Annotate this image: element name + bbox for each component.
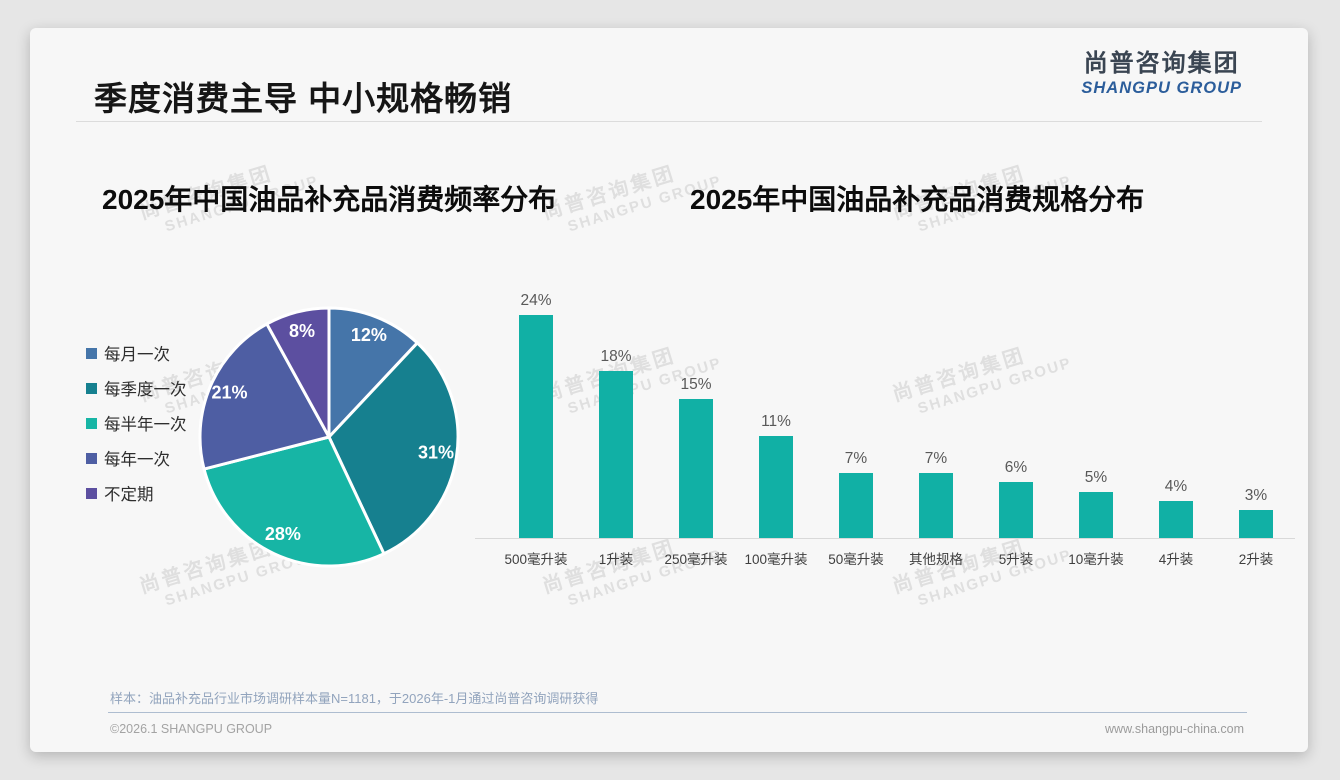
bar-value-label: 6%: [1004, 459, 1028, 477]
bar-category-label: 10毫升装: [1068, 552, 1124, 567]
pie-legend: 每月一次每季度一次每半年一次每年一次不定期: [86, 343, 187, 504]
company-logo-cn: 尚普咨询集团: [1083, 50, 1240, 77]
legend-item-1: 每月一次: [86, 343, 187, 364]
bar-value-label: 5%: [1084, 468, 1108, 486]
legend-swatch-icon: [86, 347, 97, 359]
bar-category-label: 1升装: [598, 552, 634, 567]
legend-label: 每年一次: [104, 451, 170, 469]
page-title: 季度消费主导 中小规格畅销: [94, 80, 513, 117]
bar-value-label: 3%: [1244, 487, 1268, 505]
bar-value-label: 7%: [924, 449, 948, 467]
bar-value-label: 24%: [520, 291, 552, 309]
pie-slice-label: 28%: [265, 524, 301, 544]
pie-slice-3: [202, 435, 386, 568]
pie-slice-5: [265, 306, 331, 439]
bar-8: [1079, 491, 1113, 538]
legend-label: 每月一次: [104, 346, 170, 364]
bar-value-label: 7%: [844, 449, 868, 467]
bar-category-label: 250毫升装: [664, 552, 728, 567]
bar-category-label: 500毫升装: [504, 552, 568, 567]
x-axis-line: [475, 538, 1295, 539]
legend-item-5: 不定期: [86, 483, 187, 504]
pie-slice-label: 12%: [351, 325, 387, 345]
bar-3: [679, 398, 713, 538]
bar-5: [839, 472, 873, 538]
legend-label: 每半年一次: [104, 416, 187, 434]
legend-label: 不定期: [104, 486, 154, 504]
legend-item-2: 每季度一次: [86, 378, 187, 399]
bar-6: [919, 472, 953, 538]
bar-value-label: 11%: [761, 412, 791, 430]
bar-9: [1159, 500, 1193, 538]
pie-chart-title: 2025年中国油品补充品消费频率分布: [102, 184, 557, 215]
pie-slice-2: [327, 341, 460, 556]
pie-slice-label: 31%: [418, 443, 454, 463]
bar-category-label: 100毫升装: [744, 552, 808, 567]
company-logo: 尚普咨询集团 SHANGPU GROUP: [1081, 50, 1242, 99]
bar-category-label: 其他规格: [909, 552, 963, 567]
bar-category-label: 50毫升装: [828, 552, 884, 567]
legend-item-3: 每半年一次: [86, 413, 187, 434]
bar-category-label: 5升装: [998, 552, 1034, 567]
company-logo-en: SHANGPU GROUP: [1081, 78, 1242, 97]
slide-card: 季度消费主导 中小规格畅销 尚普咨询集团 SHANGPU GROUP 2025年…: [30, 28, 1308, 752]
footer-divider: [108, 712, 1247, 713]
bar-chart-title: 2025年中国油品补充品消费规格分布: [690, 184, 1145, 215]
pie-slice-label: 21%: [212, 383, 248, 403]
pie-slice-label: 8%: [289, 321, 315, 341]
bar-category-label: 2升装: [1238, 552, 1274, 567]
legend-label: 每季度一次: [104, 381, 187, 399]
bar-7: [999, 482, 1033, 538]
bar-value-label: 18%: [600, 347, 632, 365]
bar-1: [519, 314, 553, 538]
pie-slice-4: [198, 322, 331, 471]
bar-chart: 24% 500毫升装 18% 1升装 15% 250毫升装 11% 100毫升装 7% 50毫升装…: [30, 28, 1308, 752]
legend-swatch-icon: [86, 417, 97, 429]
pie-chart: 12% 31% 28% 21% 8%: [198, 306, 460, 568]
bar-10: [1239, 510, 1273, 538]
sample-note: 样本：油品补充品行业市场调研样本量N=1181，于2026年-1月通过尚普咨询调…: [110, 691, 599, 706]
copyright-text: ©2026.1 SHANGPU GROUP: [110, 722, 273, 736]
website-link[interactable]: www.shangpu-china.com: [1105, 722, 1244, 736]
bar-4: [759, 435, 793, 538]
bar-value-label: 4%: [1164, 477, 1188, 495]
bar-value-label: 15%: [680, 375, 712, 393]
legend-swatch-icon: [86, 452, 97, 464]
title-divider: [76, 121, 1262, 122]
legend-swatch-icon: [86, 487, 97, 499]
bar-category-label: 4升装: [1158, 552, 1194, 567]
legend-item-4: 每年一次: [86, 448, 187, 469]
legend-swatch-icon: [86, 382, 97, 394]
pie-slice-1: [327, 306, 419, 439]
bar-2: [599, 370, 633, 538]
